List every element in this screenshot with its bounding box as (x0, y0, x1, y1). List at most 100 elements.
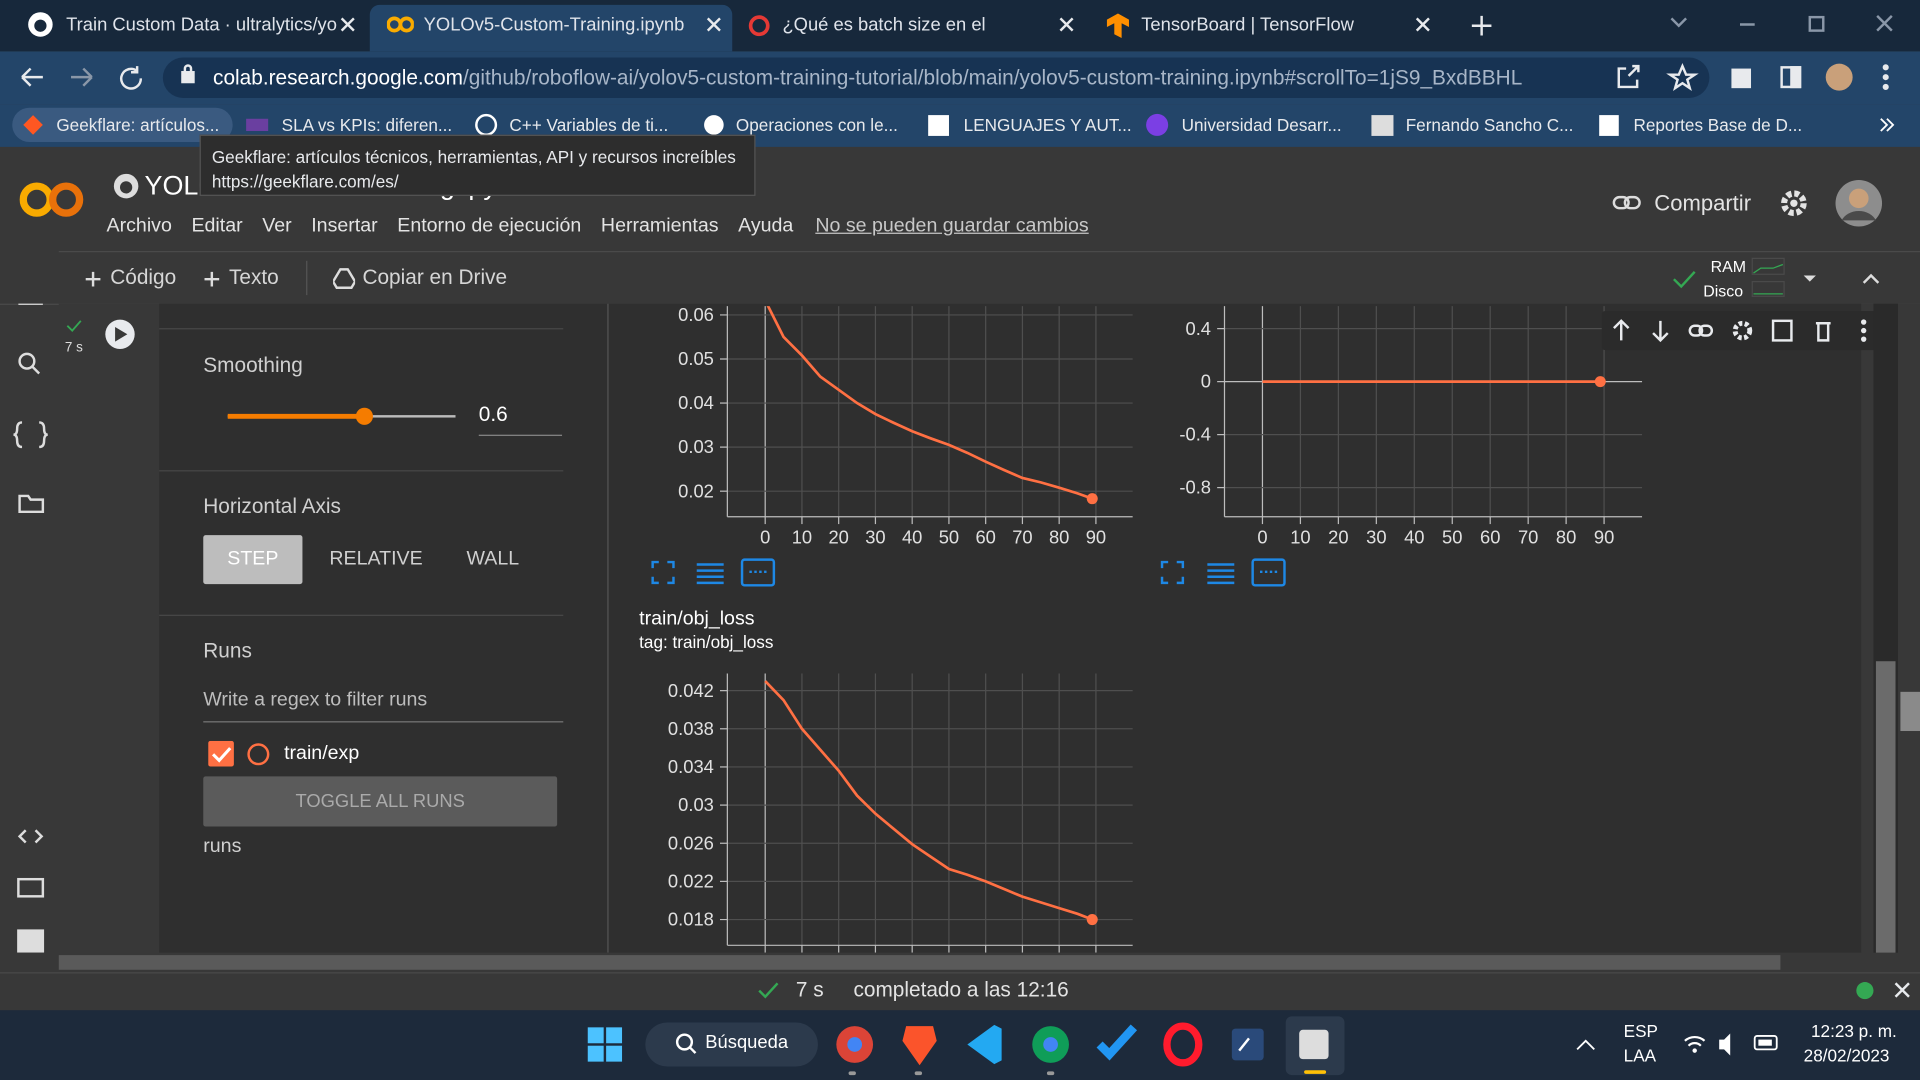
axis-option[interactable]: STEP (227, 548, 279, 570)
unsaved-notice[interactable]: No se pueden guardar cambios (815, 215, 1089, 237)
y-tick-label: 0.03 (678, 436, 714, 457)
tab[interactable]: TensorBoard | TensorFlow (1141, 14, 1354, 36)
settings-icon[interactable] (1778, 187, 1810, 219)
menu-bar: Archivo Editar Ver Insertar Entorno de e… (107, 216, 1089, 238)
card-actions[interactable] (651, 558, 1286, 587)
menu-item[interactable]: Archivo (106, 215, 172, 237)
line-chart: 0 10 20 30 40 50 60 70 80 90 0.4 0 -0.4 -0.8 (1179, 306, 1643, 548)
todo-app[interactable] (1096, 1024, 1138, 1061)
run-color[interactable] (247, 743, 270, 766)
y-tick-label: 0.018 (668, 909, 714, 930)
files-icon[interactable] (18, 494, 45, 514)
terminal-icon[interactable] (17, 929, 45, 953)
connected-check (1673, 271, 1696, 289)
taskbar-search[interactable]: Búsqueda (705, 1032, 789, 1054)
x-tick-label: 20 (828, 527, 848, 548)
clock-time[interactable]: 12:23 p. m. (1811, 1021, 1897, 1041)
mirror-cell[interactable] (1771, 319, 1793, 342)
opera-app[interactable] (1163, 1022, 1203, 1067)
y-tick-label: -0.4 (1179, 424, 1211, 445)
avatar[interactable] (1834, 179, 1883, 228)
start-button[interactable] (587, 1027, 623, 1062)
snippets-icon[interactable] (17, 829, 44, 844)
y-tick-label: 0.042 (668, 680, 714, 701)
menu-item[interactable]: Entorno de ejecución (397, 215, 582, 237)
scroll-thumb[interactable] (1875, 661, 1896, 953)
menu-item[interactable]: Ayuda (738, 215, 794, 237)
page-scroll-thumb[interactable] (1900, 691, 1920, 732)
smoothing-slider[interactable] (218, 402, 463, 431)
run-name: train/exp (284, 743, 360, 765)
search-box[interactable] (645, 1022, 818, 1067)
notebook-content: 7 s Smoothing 0.6 Horizontal Axis STEP R… (58, 303, 1920, 953)
bookmark[interactable]: Universidad Desarr... (1181, 115, 1342, 135)
smoothing-input[interactable]: 0.6 (478, 403, 563, 436)
bookmark[interactable]: C++ Variables de ti... (509, 115, 669, 135)
command-icon[interactable] (17, 877, 45, 898)
bookmark[interactable]: Geekflare: artículos... (56, 115, 220, 135)
menu-item[interactable]: Ver (262, 215, 292, 237)
x-tick-label: 0 (760, 527, 770, 548)
axis-option[interactable]: RELATIVE (329, 548, 423, 570)
language[interactable]: ESP (1623, 1021, 1658, 1041)
x-tick-label: 70 (1518, 527, 1538, 548)
cell-gutter (66, 319, 135, 349)
add-code-button[interactable]: Código (110, 265, 177, 289)
variables-icon[interactable] (13, 421, 48, 449)
share-button[interactable]: Compartir (1654, 191, 1752, 216)
menu-item[interactable]: Editar (191, 215, 243, 237)
snipping-app[interactable] (1299, 1029, 1329, 1060)
horizontal-scrollbar[interactable] (58, 955, 1781, 970)
colab-logo[interactable] (19, 179, 86, 221)
cell-exec-time: 7 s (64, 340, 83, 356)
axis-label: Horizontal Axis (203, 494, 341, 518)
move-down[interactable] (1652, 320, 1669, 343)
x-tick-label: 90 (1594, 527, 1614, 548)
plus-icon (85, 271, 101, 287)
quora-icon (748, 15, 770, 37)
bookmark[interactable]: LENGUAJES Y AUT... (963, 115, 1132, 135)
tab[interactable]: YOLOv5-Custom-Training.ipynb - (423, 14, 685, 36)
run-checkbox[interactable] (208, 740, 234, 767)
bookmark[interactable]: SLA vs KPIs: diferen... (281, 115, 453, 135)
disk-label: Disco (1703, 281, 1744, 300)
divider (306, 260, 308, 296)
terminal-app[interactable] (1231, 1028, 1264, 1061)
clock-date[interactable]: 28/02/2023 (1803, 1045, 1890, 1066)
url[interactable]: colab.research.google.com/github/roboflo… (213, 65, 1522, 92)
chart-tag: tag: train/obj_loss (639, 632, 773, 652)
tooltip: Geekflare: artículos técnicos, herramien… (199, 134, 756, 196)
bookmark[interactable]: Reportes Base de D... (1633, 115, 1803, 135)
axis-option[interactable]: WALL (466, 548, 520, 570)
tab[interactable]: ¿Qué es batch size en el aprendiz (782, 14, 986, 36)
y-tick-label: 0.06 (678, 304, 714, 325)
run-filter[interactable]: Write a regex to filter runs (203, 689, 564, 723)
cell-settings[interactable] (1732, 320, 1753, 341)
x-tick-label: 80 (1049, 527, 1069, 548)
toggle-all-runs[interactable]: TOGGLE ALL RUNS (203, 776, 558, 827)
copy-to-drive[interactable]: Copiar en Drive (362, 265, 508, 289)
delete-cell[interactable] (1815, 322, 1831, 342)
add-text-button[interactable]: Texto (228, 265, 279, 289)
bookmark[interactable]: Operaciones con le... (735, 115, 898, 135)
x-tick-label: 40 (902, 527, 922, 548)
menu-item[interactable]: Herramientas (600, 215, 719, 237)
x-tick-label: 40 (1404, 527, 1424, 548)
y-tick-label: 0.03 (678, 794, 714, 815)
status-message: completado a las 12:16 (853, 978, 1069, 1002)
search-icon[interactable] (18, 352, 36, 370)
move-up[interactable] (1613, 319, 1630, 341)
bookmark[interactable]: Fernando Sancho C... (1405, 115, 1574, 135)
runs-footer: runs (203, 836, 242, 858)
omnibox[interactable] (162, 57, 1710, 98)
panel-divider (607, 303, 609, 953)
region[interactable]: LAA (1623, 1045, 1657, 1066)
cell-link[interactable] (1688, 324, 1704, 337)
tensorflow-icon (1106, 13, 1129, 38)
menu-item[interactable]: Insertar (311, 215, 378, 237)
vscode-app[interactable] (967, 1024, 1002, 1065)
brave-app[interactable] (902, 1026, 937, 1066)
tab[interactable]: Train Custom Data · ultralytics/yo (66, 14, 337, 36)
status-bar (0, 972, 1920, 1012)
